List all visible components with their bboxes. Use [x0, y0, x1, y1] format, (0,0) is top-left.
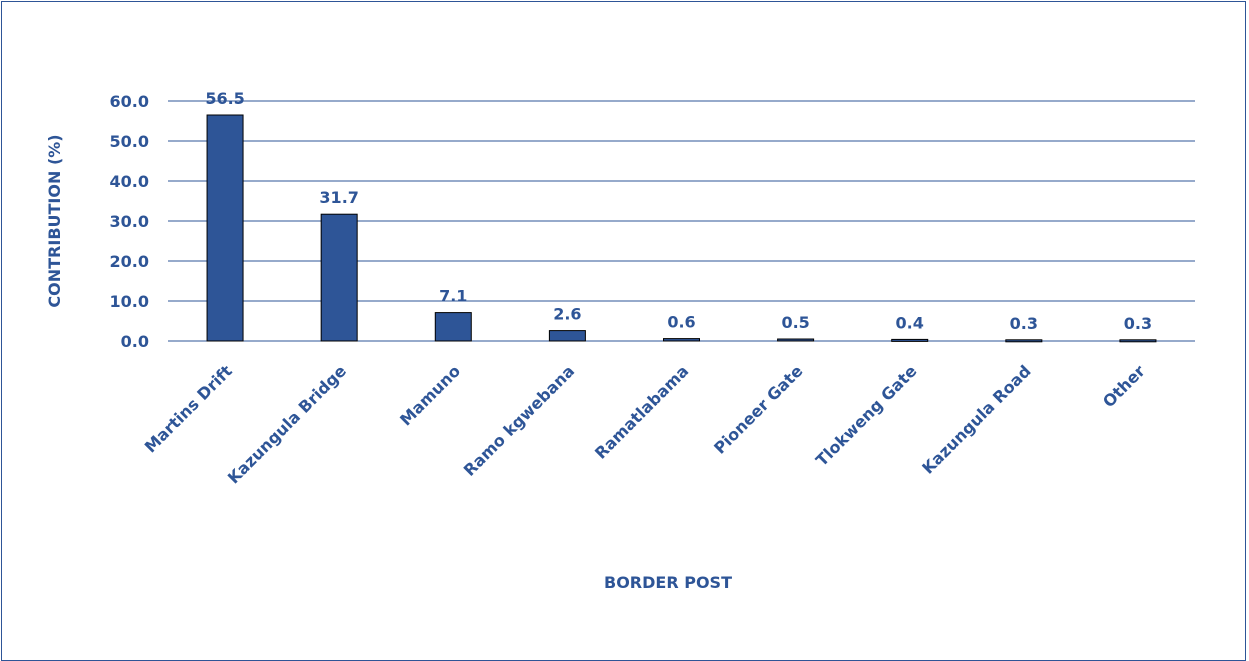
x-tick-label: Tlokweng Gate — [812, 361, 921, 470]
bar — [777, 338, 815, 342]
bar — [891, 338, 929, 342]
bar — [1005, 339, 1043, 343]
data-label: 0.5 — [781, 313, 809, 332]
x-tick-label: Pioneer Gate — [710, 361, 806, 457]
bar — [320, 213, 358, 342]
x-axis-title: BORDER POST — [604, 573, 732, 592]
data-label: 0.4 — [896, 313, 924, 332]
y-tick-label: 30.0 — [110, 212, 149, 231]
data-labels: 56.5 31.7 7.1 2.6 0.6 0.5 0.4 0.3 0.3 — [205, 89, 1152, 333]
data-label: 0.6 — [667, 313, 695, 332]
y-tick-label: 20.0 — [110, 252, 149, 271]
y-tick-label: 0.0 — [121, 332, 149, 351]
x-tick-label: Martins Drift — [141, 361, 236, 456]
bars — [206, 114, 1157, 343]
bar — [663, 338, 700, 342]
y-tick-label: 50.0 — [110, 132, 149, 151]
data-label: 31.7 — [319, 188, 358, 207]
y-axis-title: CONTRIBUTION (%) — [45, 134, 64, 307]
y-tick-label: 60.0 — [110, 92, 149, 111]
x-tick-label: Other — [1099, 361, 1149, 411]
data-label: 2.6 — [553, 305, 581, 324]
data-label: 7.1 — [439, 287, 467, 306]
x-tick-label: Ramatlabama — [591, 361, 692, 462]
bar — [1119, 339, 1157, 343]
y-tick-label: 10.0 — [110, 292, 149, 311]
data-label: 0.3 — [1124, 314, 1152, 333]
bar — [434, 312, 472, 342]
x-tick-label: Mamuno — [396, 361, 464, 429]
bar — [548, 330, 586, 342]
y-tick-label: 40.0 — [110, 172, 149, 191]
bar — [206, 114, 244, 342]
data-label: 0.3 — [1010, 314, 1038, 333]
y-axis-ticks: 0.0 10.0 20.0 30.0 40.0 50.0 60.0 — [110, 92, 149, 351]
data-label: 56.5 — [205, 89, 244, 108]
x-tick-label: Ramo kgwebana — [460, 361, 578, 479]
x-tick-label: Kazungula Road — [918, 361, 1034, 477]
x-tick-label: Kazungula Bridge — [224, 361, 350, 487]
